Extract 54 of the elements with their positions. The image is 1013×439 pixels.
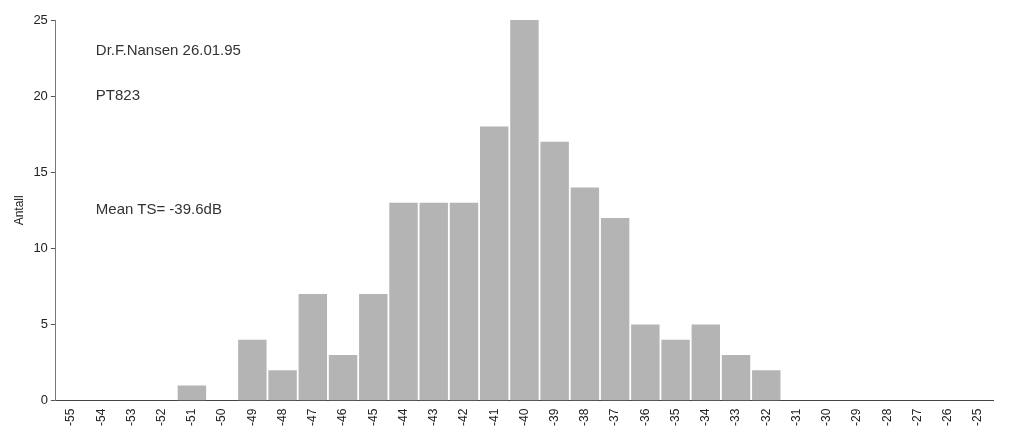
x-tick-label: -36 xyxy=(637,408,652,426)
annotation: PT823 xyxy=(95,86,141,104)
y-tick-label: 25 xyxy=(33,11,48,27)
x-tick-label: -46 xyxy=(335,408,350,426)
bar xyxy=(177,385,207,401)
y-tick-label: 5 xyxy=(40,316,48,332)
x-tick-label: -35 xyxy=(667,408,682,426)
x-tick-label: -28 xyxy=(879,408,894,426)
annotation: Mean TS= -39.6dB xyxy=(95,200,222,218)
x-tick-label: -37 xyxy=(607,408,622,426)
bar xyxy=(419,202,448,401)
x-tick-label: -55 xyxy=(63,408,78,426)
x-tick-label: -44 xyxy=(395,408,410,426)
bar xyxy=(449,202,479,401)
annotation: Dr.F.Nansen 26.01.95 xyxy=(95,40,241,58)
x-tick-label: -31 xyxy=(788,408,803,426)
x-tick-label: -38 xyxy=(577,408,592,426)
x-tick-label: -54 xyxy=(93,408,108,426)
bar xyxy=(721,354,751,401)
bar xyxy=(752,370,781,401)
x-tick-label: -41 xyxy=(486,408,501,426)
x-tick-label: -32 xyxy=(758,408,773,426)
x-tick-label: -26 xyxy=(939,408,954,426)
y-tick-label: 10 xyxy=(33,239,48,255)
bar xyxy=(298,294,328,401)
y-axis-title: Antall xyxy=(11,195,26,226)
bar xyxy=(570,187,600,401)
x-tick-label: -42 xyxy=(456,408,471,426)
bar xyxy=(479,126,509,401)
bar xyxy=(600,217,630,401)
bar xyxy=(359,294,388,401)
x-tick-label: -49 xyxy=(244,408,259,426)
x-tick-label: -40 xyxy=(516,408,531,426)
x-tick-label: -34 xyxy=(698,408,713,426)
x-tick-label: -25 xyxy=(970,408,985,426)
x-tick-label: -39 xyxy=(546,408,561,426)
x-tick-label: -51 xyxy=(184,408,199,426)
x-tick-label: -50 xyxy=(214,408,229,426)
bar xyxy=(328,354,358,401)
x-tick-label: -33 xyxy=(728,408,743,426)
x-tick-label: -30 xyxy=(819,408,834,426)
y-tick-label: 15 xyxy=(33,163,48,179)
bar xyxy=(691,324,721,401)
x-tick-label: -43 xyxy=(426,408,441,426)
x-tick-label: -47 xyxy=(305,408,320,426)
x-tick-label: -45 xyxy=(365,408,380,426)
x-tick-label: -48 xyxy=(274,408,289,426)
y-tick-label: 20 xyxy=(33,87,48,103)
bar xyxy=(389,202,418,401)
x-tick-label: -53 xyxy=(123,408,138,426)
x-tick-label: -52 xyxy=(153,408,168,426)
x-tick-label: -29 xyxy=(849,408,864,426)
y-tick-label: 0 xyxy=(40,392,48,408)
x-tick-label: -27 xyxy=(909,408,924,426)
